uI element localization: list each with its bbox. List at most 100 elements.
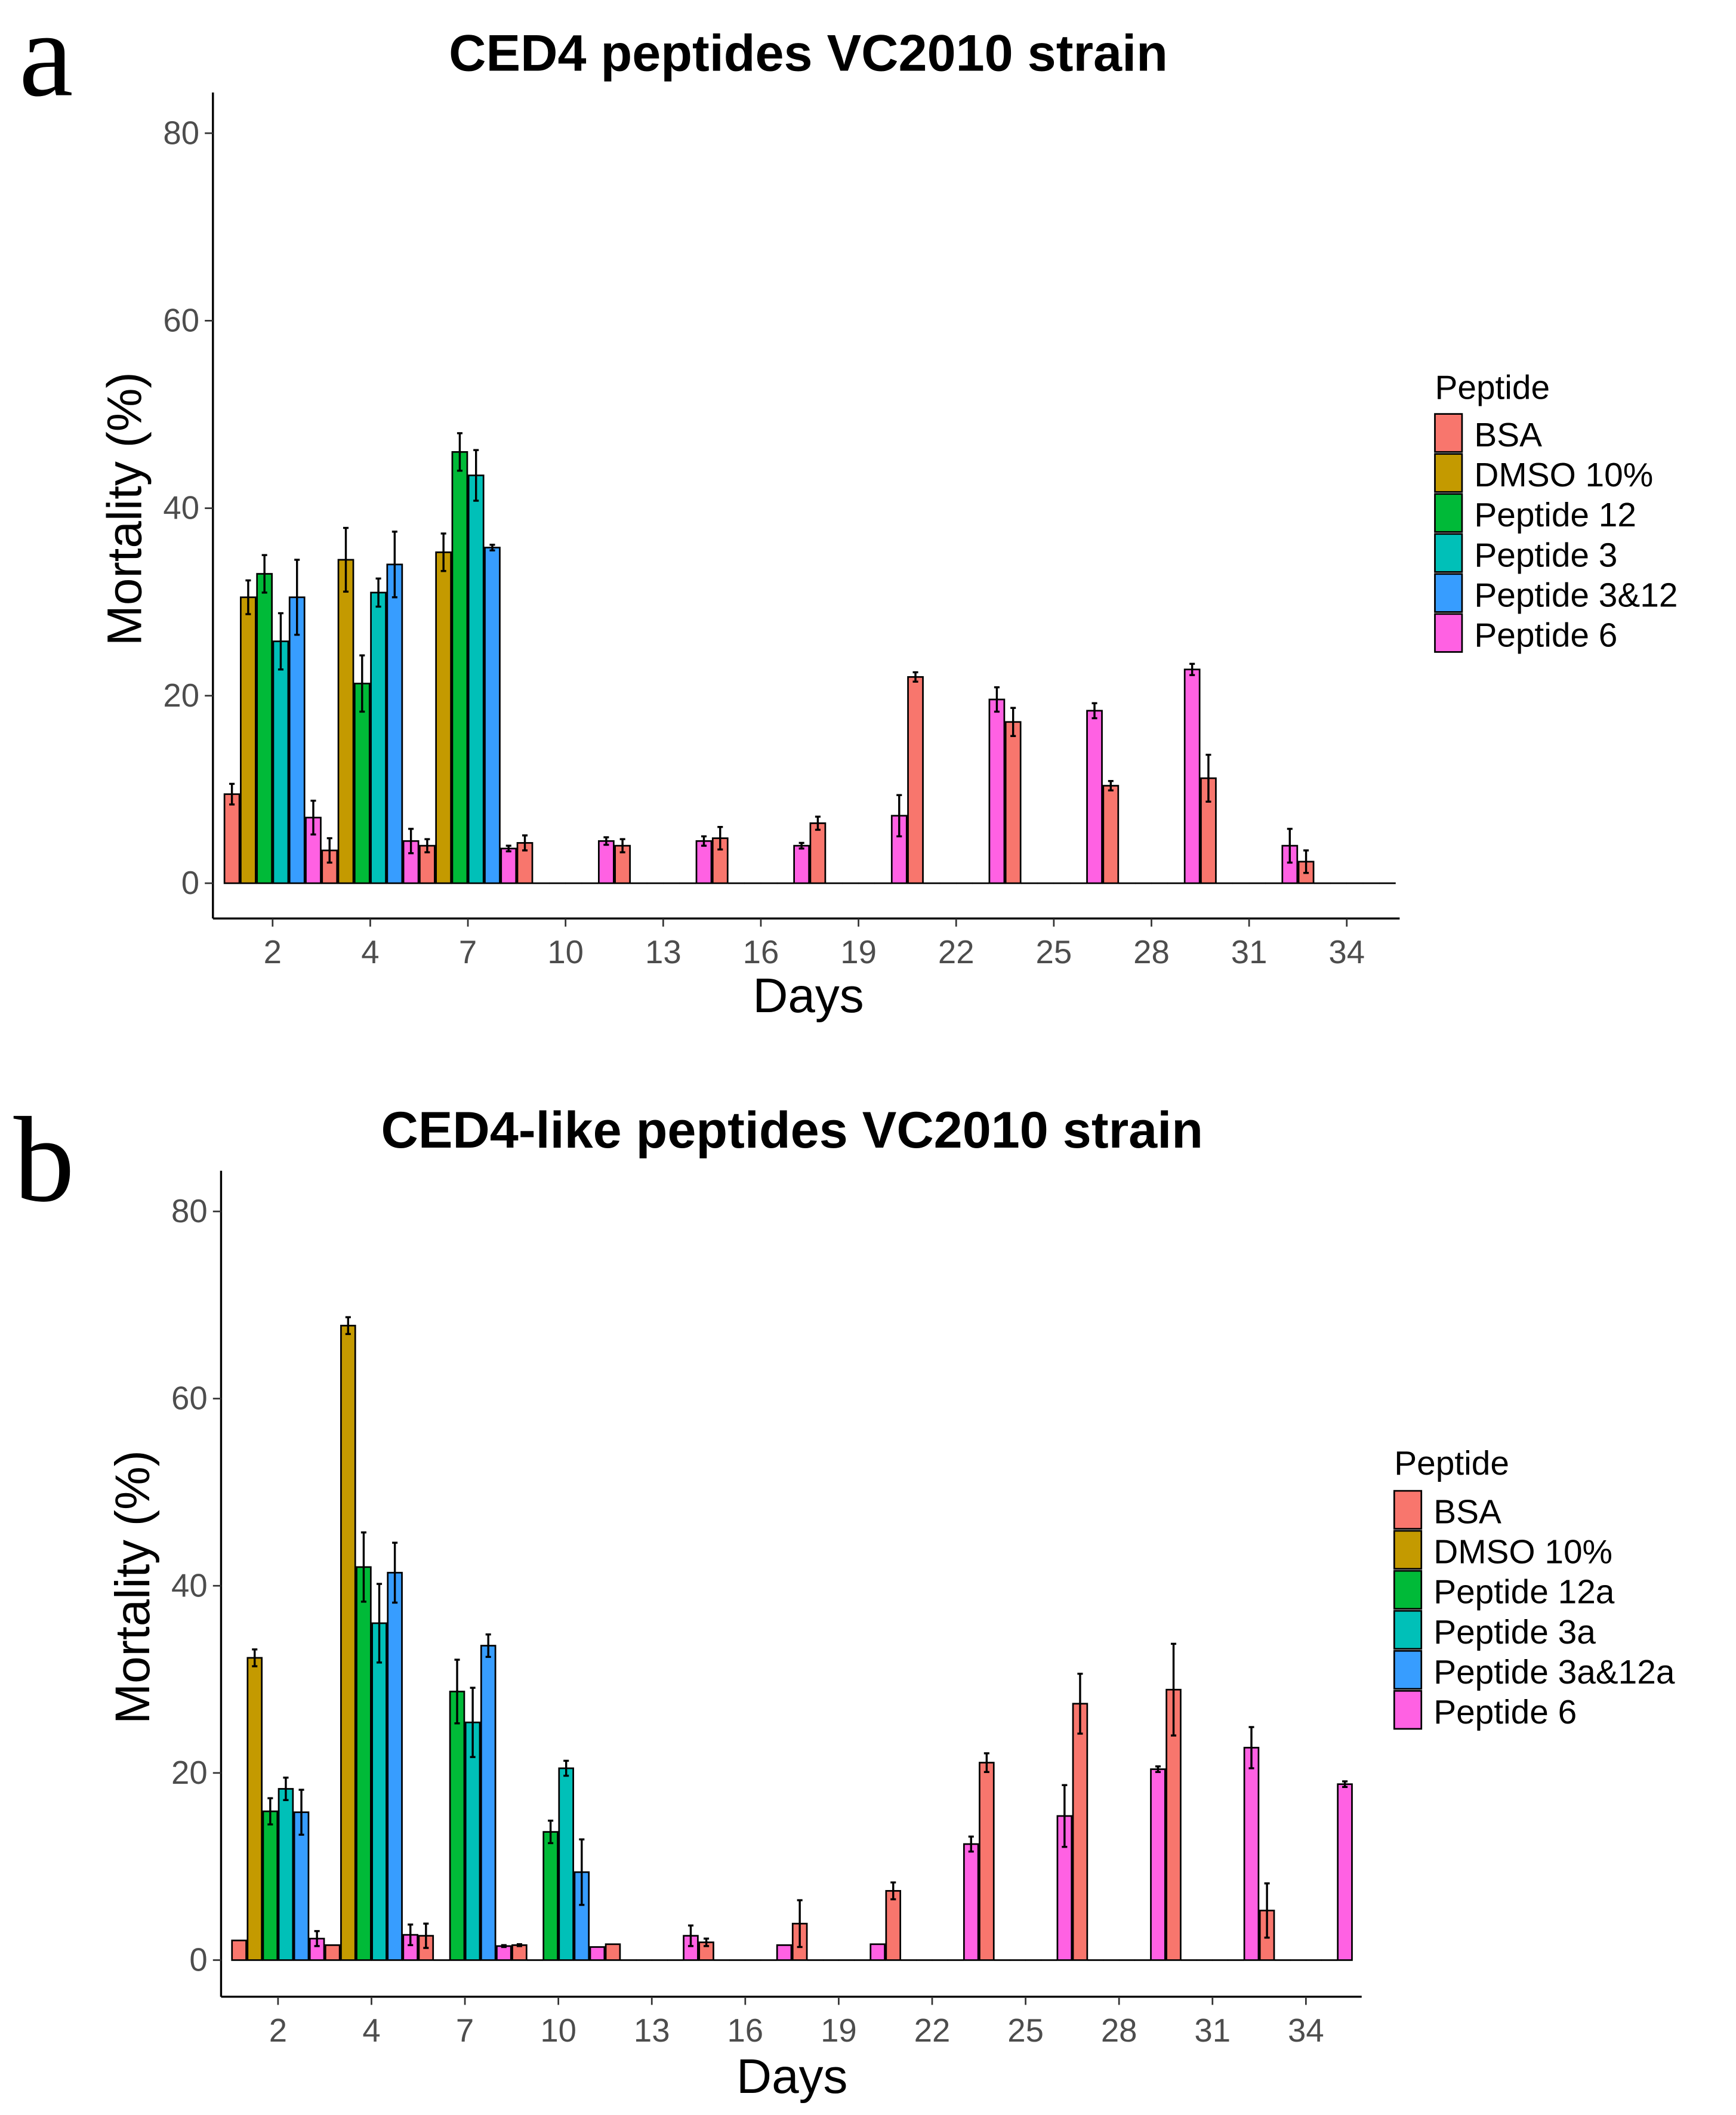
chart-b: CED4-like peptides VC2010 strain Days Mo… — [106, 1102, 1675, 2104]
bar-peptide-6 — [1150, 1768, 1166, 1961]
x-tick-label: 25 — [1036, 934, 1072, 970]
bar-dmso-10- — [240, 596, 257, 884]
bar-peptide-3a-12a — [480, 1645, 497, 1961]
y-tick-label: 20 — [163, 677, 199, 714]
legend-label: Peptide 6 — [1474, 616, 1617, 654]
legend-key — [1434, 533, 1463, 573]
x-tick-label: 19 — [821, 2012, 857, 2049]
bar-bsa — [809, 822, 827, 884]
bar-bsa — [324, 1944, 341, 1961]
chart-a: CED4 peptides VC2010 strain Days Mortali… — [97, 25, 1678, 1023]
bar-peptide-6 — [869, 1943, 886, 1961]
bar-peptide-6 — [589, 1946, 606, 1961]
x-tick-label: 28 — [1101, 2012, 1137, 2049]
bar-peptide-12a — [356, 1566, 372, 1961]
legend-key — [1434, 413, 1463, 453]
bar-bsa — [223, 793, 240, 884]
x-tick-label: 31 — [1231, 934, 1268, 970]
bar-bsa — [885, 1890, 902, 1961]
legend-key — [1393, 1689, 1423, 1730]
bar-peptide-6 — [776, 1944, 793, 1961]
x-tick-label: 13 — [645, 934, 682, 970]
legend-label: DMSO 10% — [1433, 1534, 1612, 1571]
bar-peptide-6 — [963, 1843, 979, 1961]
x-tick-label: 7 — [456, 2012, 474, 2049]
legend-label: Peptide 3 — [1474, 537, 1617, 574]
x-tick-label: 4 — [361, 934, 379, 970]
bar-peptide-3 — [370, 591, 387, 884]
bar-peptide-12a — [542, 1831, 559, 1961]
bar-peptide-12 — [353, 682, 371, 884]
x-tick-label: 34 — [1328, 934, 1365, 970]
bar-peptide-6 — [598, 840, 615, 884]
legend-title: Peptide — [1394, 1445, 1509, 1482]
x-tick-label: 22 — [938, 934, 975, 970]
bar-peptide-6 — [1337, 1783, 1353, 1961]
bar-peptide-6 — [1183, 668, 1201, 884]
bar-peptide-12a — [449, 1691, 465, 1961]
x-tick-label: 34 — [1288, 2012, 1324, 2049]
y-tick-label: 60 — [171, 1380, 208, 1417]
bar-peptide-3-12 — [288, 596, 306, 884]
x-tick-label: 2 — [264, 934, 282, 970]
bar-bsa — [907, 676, 924, 884]
bar-peptide-6 — [500, 847, 517, 884]
x-tick-label: 13 — [634, 2012, 670, 2049]
y-tick-label: 80 — [163, 115, 199, 151]
bar-peptide-3a — [464, 1721, 481, 1961]
bar-peptide-6 — [793, 844, 810, 884]
y-tick-label: 60 — [163, 303, 199, 339]
legend-label: Peptide 12 — [1474, 497, 1636, 534]
bar-peptide-3a — [558, 1767, 574, 1961]
legend-label: BSA — [1433, 1494, 1501, 1531]
legend-key — [1434, 453, 1463, 493]
y-tick-label: 80 — [171, 1193, 208, 1229]
y-tick-label: 20 — [171, 1755, 208, 1791]
x-tick-label: 7 — [459, 934, 477, 970]
bar-peptide-12 — [256, 573, 273, 884]
bar-peptide-6 — [1243, 1747, 1260, 1961]
legend-label: Peptide 12a — [1433, 1574, 1615, 1611]
bar-bsa — [511, 1944, 528, 1961]
bar-bsa — [231, 1940, 247, 1961]
y-tick-label: 0 — [189, 1942, 207, 1978]
legend-label: Peptide 3a — [1433, 1614, 1596, 1651]
bar-bsa — [1102, 785, 1120, 884]
chart-title: CED4-like peptides VC2010 strain — [381, 1102, 1203, 1159]
x-tick-label: 22 — [914, 2012, 951, 2049]
bar-peptide-3 — [467, 474, 485, 884]
chart-title: CED4 peptides VC2010 strain — [449, 25, 1168, 82]
legend-key — [1393, 1610, 1423, 1650]
bar-bsa — [605, 1943, 621, 1961]
bar-dmso-10- — [246, 1657, 263, 1961]
bar-peptide-12a — [262, 1810, 279, 1961]
bar-peptide-3a-12a — [387, 1571, 403, 1961]
bar-bsa — [1072, 1703, 1089, 1961]
y-tick-label: 0 — [181, 865, 199, 901]
x-tick-label: 19 — [840, 934, 877, 970]
panel-label-a: a — [19, 0, 73, 122]
x-tick-label: 31 — [1194, 2012, 1231, 2049]
y-tick-label: 40 — [163, 490, 199, 526]
x-axis-label: Days — [736, 2049, 847, 2104]
x-tick-label: 28 — [1133, 934, 1170, 970]
bar-peptide-3a — [277, 1788, 294, 1961]
bar-peptide-6 — [695, 840, 713, 884]
legend-key — [1393, 1530, 1423, 1570]
bar-dmso-10- — [340, 1324, 356, 1961]
bar-dmso-10- — [337, 559, 354, 884]
bar-peptide-3-12 — [484, 547, 501, 884]
legend-key — [1434, 613, 1463, 653]
legend-key — [1393, 1570, 1423, 1610]
legend-label: Peptide 6 — [1433, 1694, 1577, 1731]
legend-label: BSA — [1474, 417, 1542, 454]
panel-label-b: b — [14, 1093, 75, 1228]
legend-title: Peptide — [1435, 369, 1550, 407]
y-axis-label: Mortality (%) — [97, 372, 152, 646]
legend-key — [1393, 1650, 1423, 1690]
x-tick-label: 10 — [547, 934, 584, 970]
x-tick-label: 25 — [1007, 2012, 1044, 2049]
bar-peptide-12 — [451, 451, 468, 884]
bar-peptide-6 — [496, 1945, 512, 1961]
